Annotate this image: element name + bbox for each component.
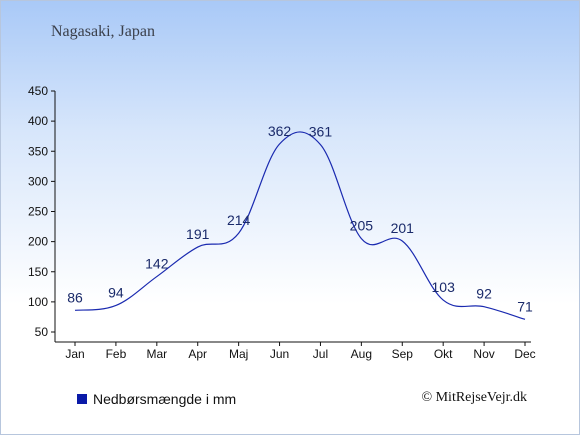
- y-tick-label: 50: [35, 325, 49, 339]
- y-tick-label: 350: [28, 144, 48, 158]
- y-tick-label: 450: [28, 84, 48, 98]
- x-tick-label: Nov: [473, 347, 494, 361]
- x-tick-label: Aug: [351, 347, 372, 361]
- data-label: 92: [476, 286, 492, 302]
- legend-label: Nedbørsmængde i mm: [93, 391, 237, 407]
- legend: Nedbørsmængde i mm: [77, 391, 236, 407]
- data-label: 191: [186, 226, 210, 242]
- data-label: 142: [145, 256, 169, 272]
- x-tick-label: Apr: [188, 347, 207, 361]
- x-tick-label: Okt: [434, 347, 453, 361]
- legend-swatch: [77, 394, 87, 404]
- data-label: 201: [391, 220, 415, 236]
- data-label: 86: [67, 289, 83, 305]
- data-label: 361: [309, 124, 333, 140]
- x-tick-label: Mar: [146, 347, 167, 361]
- data-label: 94: [108, 284, 124, 300]
- data-label: 103: [432, 279, 456, 295]
- y-tick-label: 100: [28, 295, 48, 309]
- y-tick-label: 300: [28, 174, 48, 188]
- data-label: 71: [517, 298, 533, 314]
- x-tick-label: Jul: [313, 347, 328, 361]
- data-label: 362: [268, 123, 292, 139]
- x-tick-label: Jan: [65, 347, 84, 361]
- data-label: 205: [350, 218, 374, 234]
- y-tick-label: 150: [28, 265, 48, 279]
- x-tick-label: Jun: [270, 347, 289, 361]
- chart-title: Nagasaki, Japan: [51, 23, 155, 40]
- x-tick-label: Dec: [514, 347, 535, 361]
- series-line: [74, 131, 526, 320]
- data-label: 214: [227, 212, 251, 228]
- y-tick-label: 400: [28, 114, 48, 128]
- y-tick-label: 250: [28, 205, 48, 219]
- x-tick-label: Maj: [229, 347, 248, 361]
- x-tick-label: Sep: [392, 347, 414, 361]
- credit-text: © MitRejseVejr.dk: [421, 390, 527, 405]
- y-tick-label: 200: [28, 235, 48, 249]
- x-tick-label: Feb: [106, 347, 127, 361]
